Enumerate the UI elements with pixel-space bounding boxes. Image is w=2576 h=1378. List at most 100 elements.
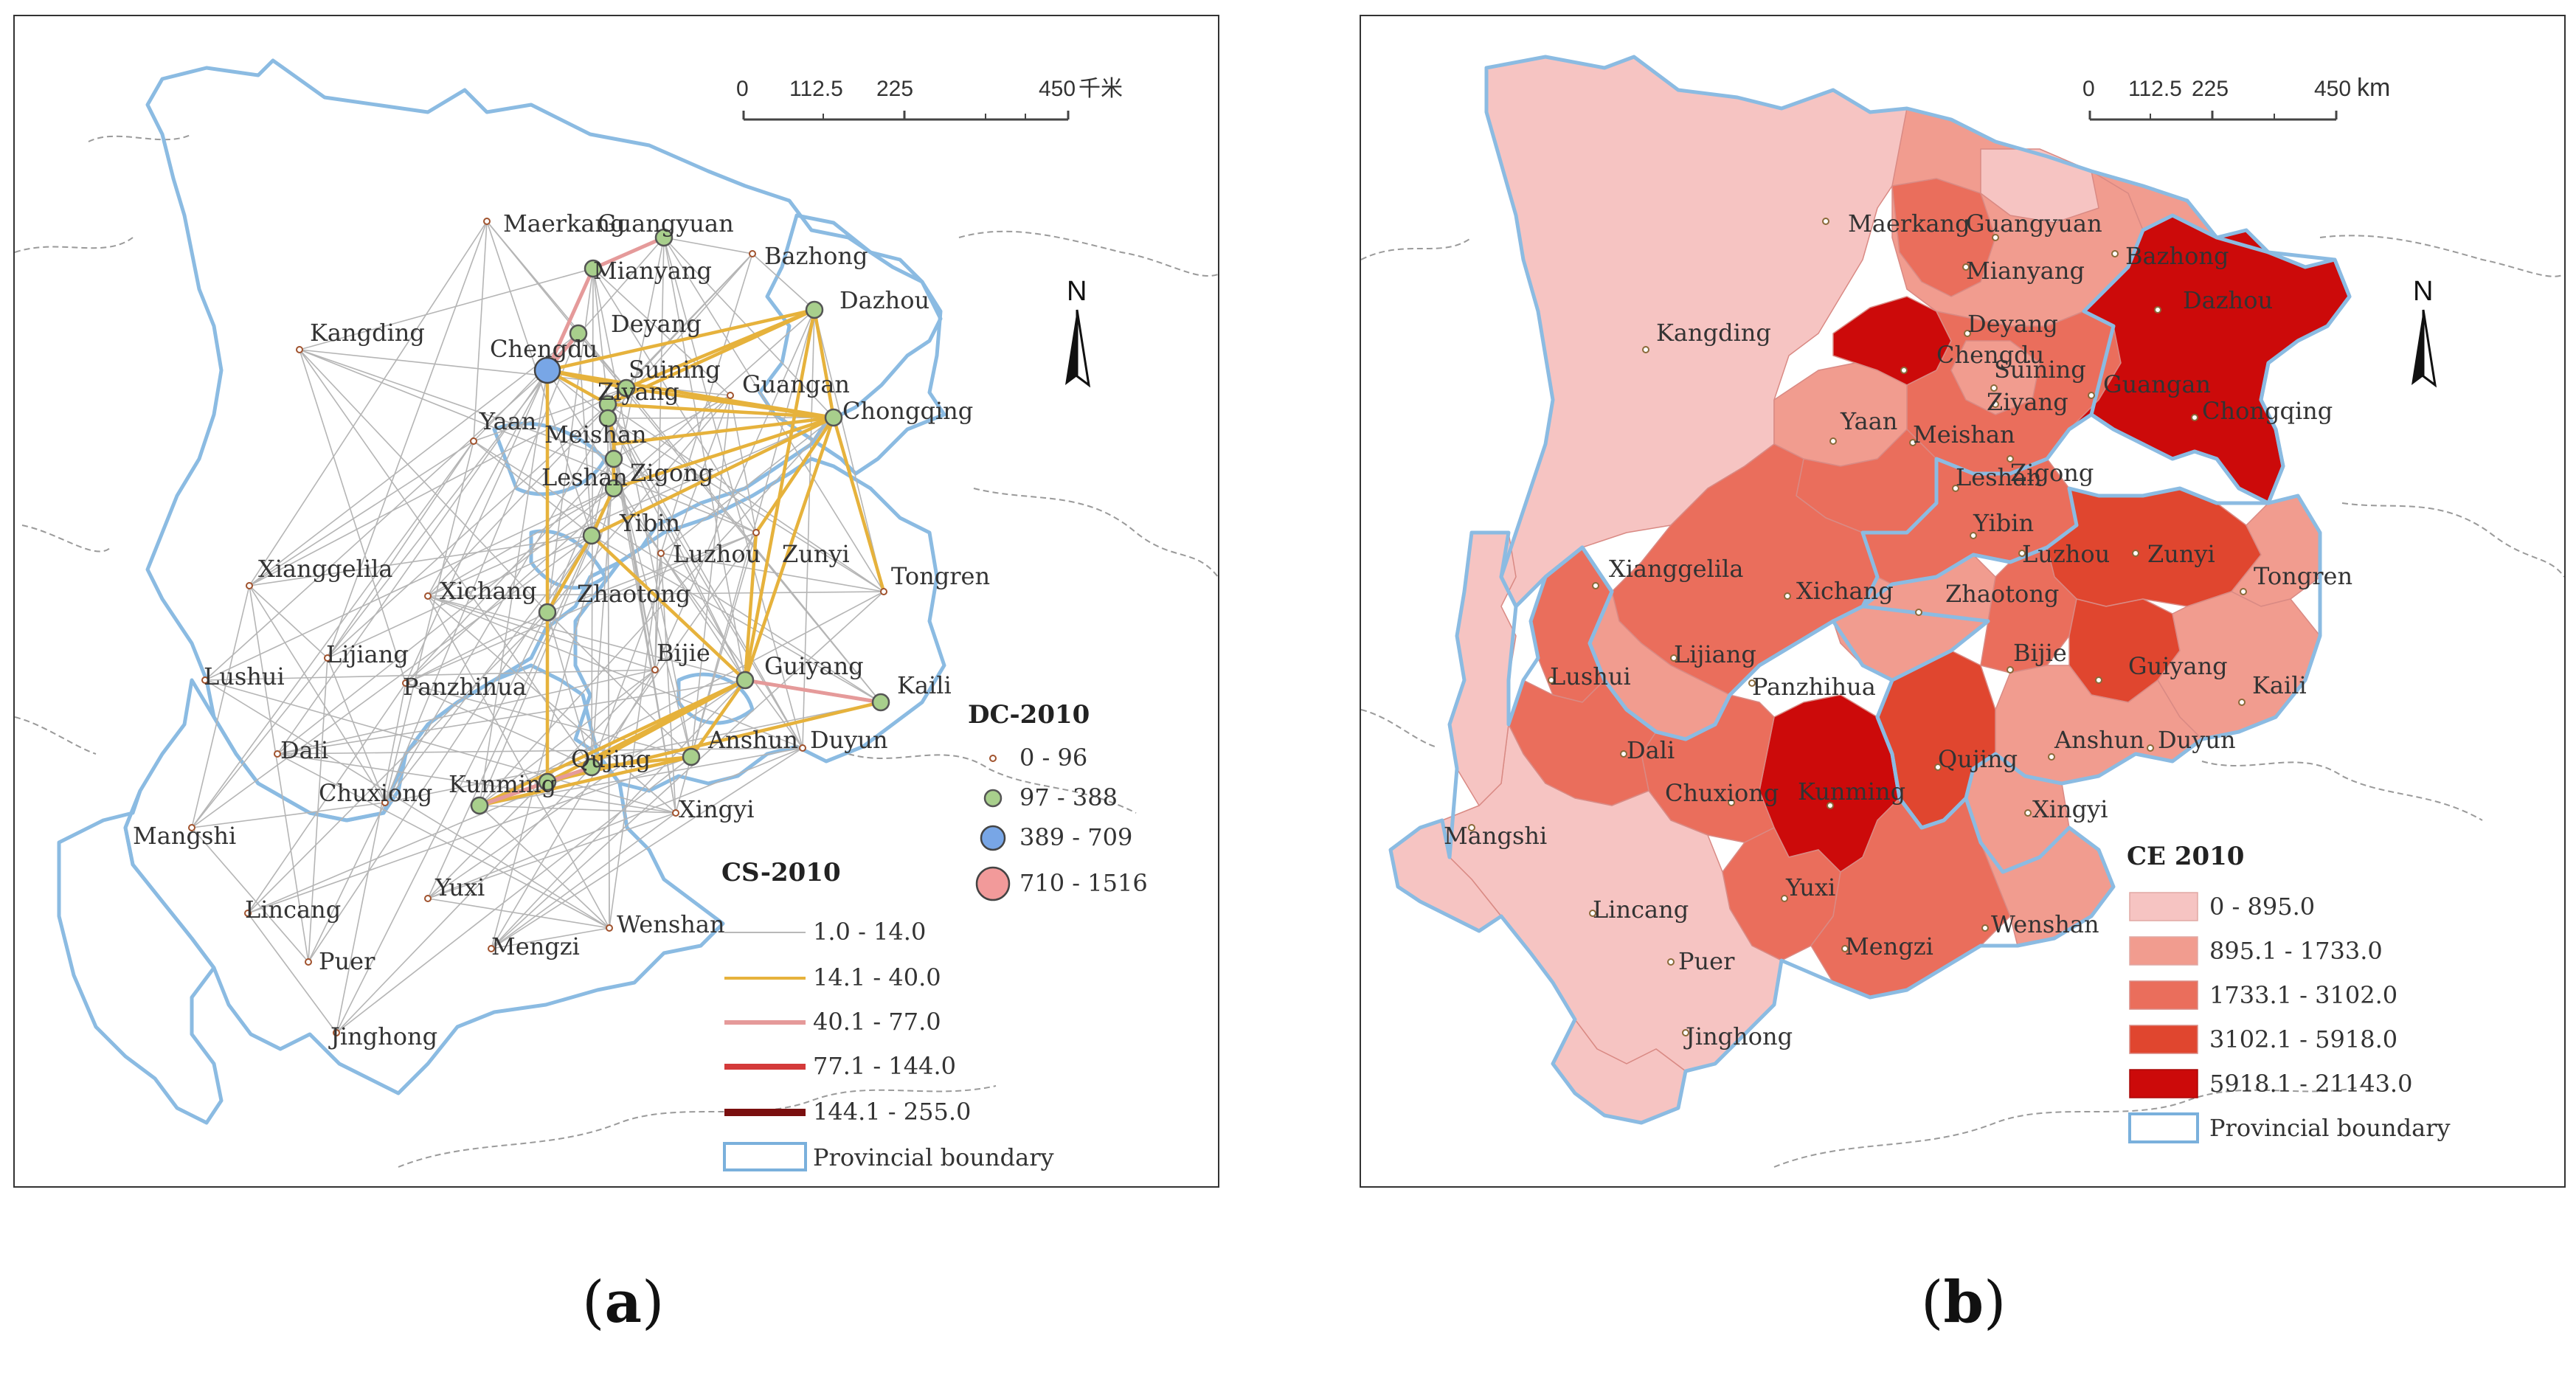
city-a-label-ziyang: Ziyang [598,378,679,406]
weak-link-8 [663,237,834,418]
legend-ce-1: 895.1 - 1733.0 [2209,937,2383,965]
city-a-dot-jinghong [333,1029,340,1036]
node-zigong [604,449,623,468]
weak-link-171 [427,812,676,899]
city-a-label-yaan: Yaan [479,407,536,435]
city-b-dot-deyang [1964,330,1971,337]
weak-link-114 [660,553,676,814]
city-a-label-zunyi: Zunyi [782,540,850,568]
city-a-label-mengzi: Mengzi [491,932,580,960]
weak-link-174 [427,898,610,929]
city-a-label-jinghong: Jinghong [328,1022,437,1050]
scale-tick-450: 450 [2314,77,2351,101]
scale-bar: 0 112.5 225 450 千米 [736,76,1123,121]
weak-link-103 [491,488,614,949]
city-a-label-qujing: Qujing [571,745,651,773]
weak-link-117 [405,532,757,684]
weak-link-86 [607,418,884,592]
city-a-label-zigong: Zigong [630,459,713,487]
city-b-dot-lincang [1589,910,1596,917]
city-b-dot-qujing [1934,764,1942,771]
city-b-dot-maerkang [1822,218,1829,225]
weak-link-155 [384,702,882,803]
city-a-label-yuxi: Yuxi [434,873,485,901]
weak-link-168 [479,805,610,929]
external-boundaries [1361,235,2564,1168]
city-a-label-maerkang: Maerkang [503,210,626,238]
weak-link-129 [427,595,803,749]
city-b-label-kaili: Kaili [2252,671,2307,699]
weak-link-167 [479,805,676,814]
weak-link-2 [473,221,488,442]
legend-dc: DC-2010 0 - 96 97 - 388 389 - 709 710 - … [968,700,1148,901]
city-a-label-panzhihua: Panzhihua [403,673,527,701]
city-b-label-guiyang: Guiyang [2128,652,2228,680]
weak-link-17 [592,268,757,533]
weak-link-131 [427,595,610,929]
city-b-dot-dazhou [2154,306,2161,314]
city-b-dot-leshan [1952,485,1959,492]
weak-link-55 [473,387,627,442]
city-b-dot-tongren [2240,588,2247,595]
city-a-dot-luzhou [657,550,665,557]
weak-link-22 [752,253,815,311]
city-a-label-guangan: Guangan [742,370,850,398]
city-a-label-chuxiong: Chuxiong [319,779,432,807]
weak-link-108 [191,535,592,828]
city-b-dot-mianyang [1962,263,1970,271]
city-a-label-guangyuan: Guangyuan [598,210,734,238]
weak-link-92 [613,458,757,533]
city-b-dot-zigong [2007,455,2014,463]
weak-link-143 [191,657,328,828]
city-b-dot-zunyi [2132,550,2139,557]
city-b-label-chuxiong: Chuxiong [1665,779,1779,807]
legend-cs-4: 144.1 - 255.0 [813,1098,971,1126]
city-b-dot-yuxi [1781,895,1788,902]
city-a-label-chengdu: Chengdu [490,335,598,363]
weak-link-102 [427,488,614,899]
weak-link-139 [479,669,656,806]
weak-link-151 [277,679,746,755]
legend-dc-0: 0 - 96 [1019,744,1087,772]
city-a-label-dazhou: Dazhou [839,286,929,314]
north-label: N [1067,276,1087,307]
city-b-label-qujing: Qujing [1938,745,2018,773]
weak-link-4 [249,221,488,586]
city-a-label-kangding: Kangding [310,319,425,347]
weak-link-15 [592,268,731,396]
city-b-label-panzhihua: Panzhihua [1752,673,1876,701]
weak-link-110 [660,553,884,592]
city-b-dot-guiyang [2095,676,2102,684]
node-meishan [598,409,617,428]
city-a-label-zhaotong: Zhaotong [577,580,690,608]
city-b-dot-chengdu [1900,367,1908,374]
city-b-label-mengzi: Mengzi [1845,932,1933,960]
weak-link-79 [473,440,592,536]
weak-link-107 [384,535,592,803]
city-b-label-tongren: Tongren [2254,562,2352,590]
city-b-label-dali: Dali [1627,736,1675,764]
north-arrow-icon: N [1065,276,1091,388]
weak-link-126 [249,585,309,963]
city-a-label-suining: Suining [629,356,721,384]
weak-link-83 [384,440,474,803]
city-a-dot-xichang [424,592,432,600]
north-arrow-icon: N [2411,276,2437,388]
weak-link-165 [191,802,386,828]
city-a-dot-lijiang [324,654,331,662]
city-b-dot-yibin [1970,532,1977,539]
weak-link-57 [249,387,627,586]
weak-links [191,221,884,1034]
nodes-97-388 [470,228,890,815]
weak-link-122 [491,591,884,949]
city-a-label-lincang: Lincang [245,896,341,924]
weak-link-84 [191,440,474,828]
weak-link-158 [277,753,610,929]
city-b-dot-suining [1990,384,1998,392]
city-b-label-bijie: Bijie [2013,639,2067,667]
legend-ce-2: 1733.1 - 3102.0 [2209,981,2397,1009]
city-b-dot-lushui [1548,676,1555,684]
city-dots-small [1468,218,2247,1036]
scale-unit: 千米 [1078,76,1123,102]
